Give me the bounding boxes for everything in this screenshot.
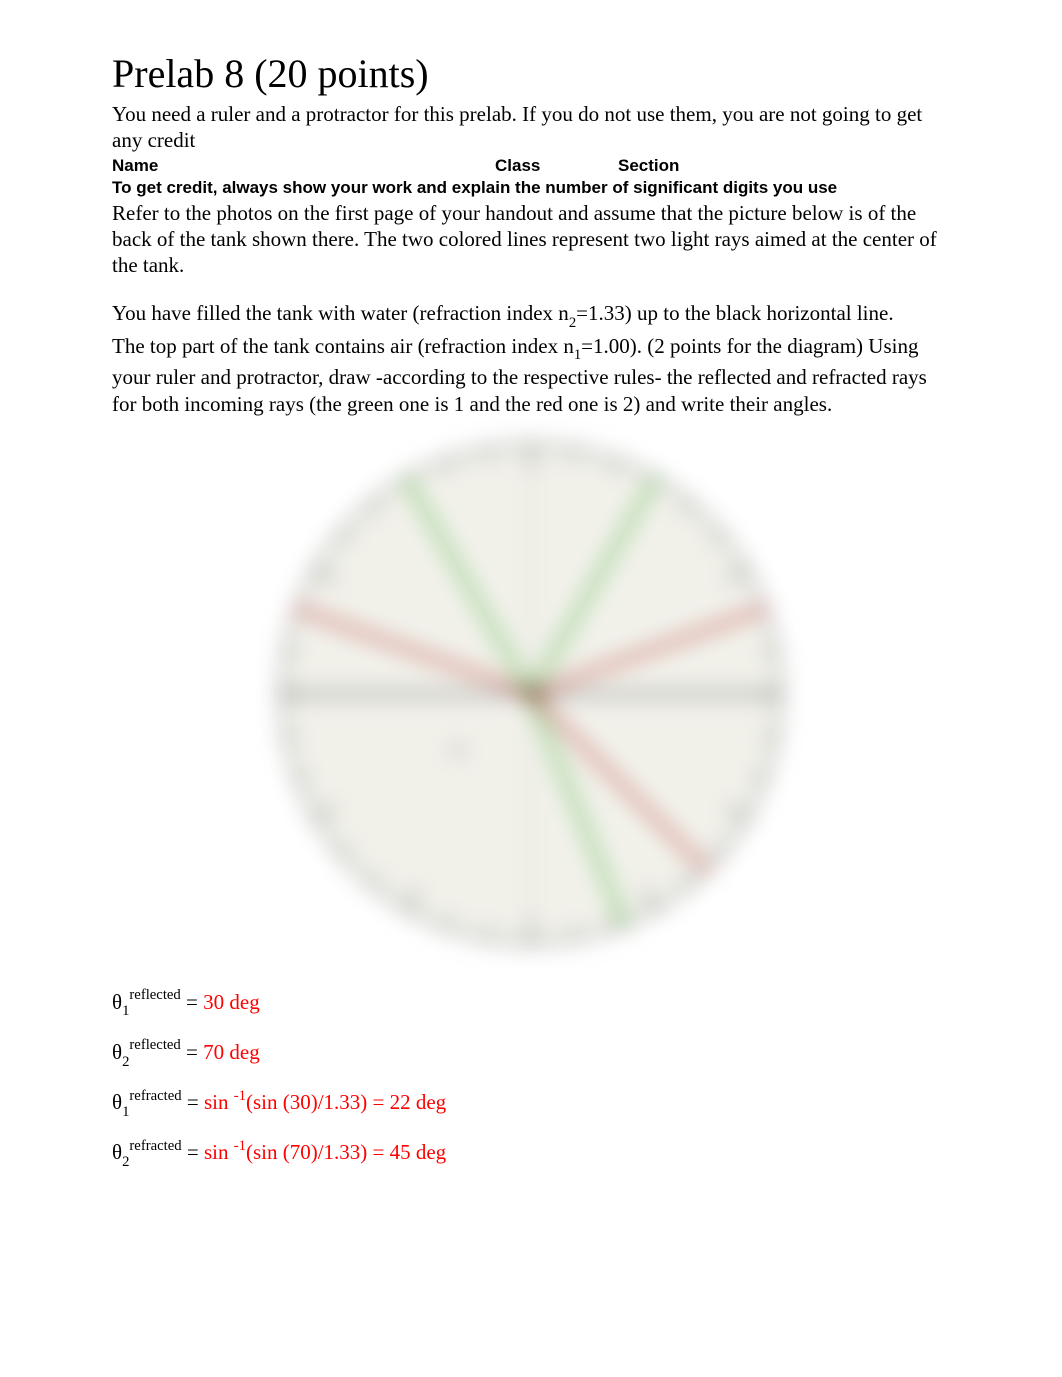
class-label: Class	[495, 156, 618, 176]
para2-pre: You have filled the tank with water (ref…	[112, 301, 569, 325]
theta-symbol: θ	[112, 1090, 122, 1114]
student-info-row: Name Class Section	[112, 156, 950, 176]
answer-value: sin -1(sin (30)/1.33) = 22 deg	[204, 1090, 446, 1114]
sin-pre: sin	[204, 1090, 234, 1114]
refraction-diagram: n₁	[266, 429, 796, 959]
intro-paragraph: You need a ruler and a protractor for th…	[112, 101, 950, 154]
theta-symbol: θ	[112, 990, 122, 1014]
diagram-container: n₁	[112, 429, 950, 959]
answer-value: sin -1(sin (70)/1.33) = 45 deg	[204, 1140, 446, 1164]
paragraph-1: Refer to the photos on the first page of…	[112, 200, 950, 279]
page-title: Prelab 8 (20 points)	[112, 50, 950, 97]
answer-theta2-reflected: θ2reflected = 70 deg	[112, 1039, 950, 1069]
para3-pre: The top part of the tank contains air (r…	[112, 334, 574, 358]
theta-sup: reflected	[129, 1037, 180, 1053]
section-label: Section	[618, 156, 679, 176]
equals: =	[182, 1140, 204, 1164]
sin-pre: sin	[204, 1140, 234, 1164]
credit-instruction: To get credit, always show your work and…	[112, 178, 950, 198]
sin-sup: -1	[234, 1138, 246, 1154]
para2-subscript: 2	[569, 315, 576, 331]
theta-sup: refracted	[129, 1138, 181, 1154]
answer-theta1-refracted: θ1refracted = sin -1(sin (30)/1.33) = 22…	[112, 1089, 950, 1119]
name-label: Name	[112, 156, 495, 176]
svg-text:n₁: n₁	[451, 737, 468, 759]
para3-subscript: 1	[574, 347, 581, 363]
theta-sub: 1	[122, 1003, 129, 1019]
equals: =	[181, 990, 203, 1014]
answer-theta1-reflected: θ1reflected = 30 deg	[112, 989, 950, 1019]
theta-symbol: θ	[112, 1040, 122, 1064]
sin-sup: -1	[234, 1088, 246, 1104]
answer-theta2-refracted: θ2refracted = sin -1(sin (70)/1.33) = 45…	[112, 1139, 950, 1169]
document-page: Prelab 8 (20 points) You need a ruler an…	[0, 0, 1062, 1239]
sin-post: (sin (70)/1.33) = 45 deg	[246, 1140, 446, 1164]
answer-value: 70 deg	[203, 1040, 260, 1064]
theta-symbol: θ	[112, 1140, 122, 1164]
theta-sup: refracted	[129, 1088, 181, 1104]
paragraph-2: You have filled the tank with water (ref…	[112, 300, 950, 331]
equals: =	[181, 1040, 203, 1064]
theta-sub: 2	[122, 1054, 129, 1070]
theta-sub: 2	[122, 1154, 129, 1170]
para2-post: =1.33) up to the black horizontal line.	[576, 301, 893, 325]
paragraph-3: The top part of the tank contains air (r…	[112, 333, 950, 419]
sin-post: (sin (30)/1.33) = 22 deg	[246, 1090, 446, 1114]
answers-block: θ1reflected = 30 deg θ2reflected = 70 de…	[112, 989, 950, 1170]
theta-sub: 1	[122, 1104, 129, 1120]
equals: =	[182, 1090, 204, 1114]
answer-value: 30 deg	[203, 990, 260, 1014]
theta-sup: reflected	[129, 987, 180, 1003]
